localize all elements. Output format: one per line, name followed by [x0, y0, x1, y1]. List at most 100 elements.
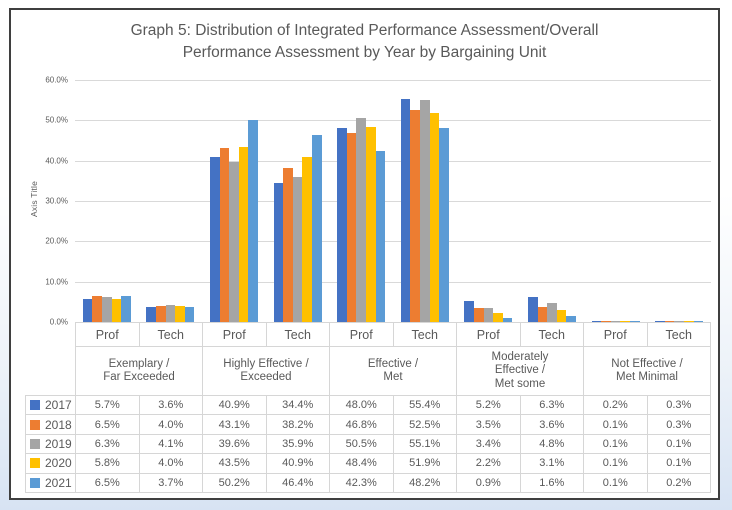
y-axis-tick-label: 30.0%: [45, 196, 68, 206]
bar: [92, 295, 102, 322]
bar-group: [647, 80, 711, 322]
legend-cell: 2017: [25, 394, 76, 416]
legend-year-label: 2017: [45, 398, 72, 413]
value-cell: 40.9%: [265, 453, 330, 474]
table-row: 2021 6.5% 3.7% 50.2% 46.4% 42.3% 48.2% 0.9% 1.6%…: [25, 472, 711, 493]
bar: [238, 146, 249, 322]
bar: [175, 305, 185, 322]
chart-title: Graph 5: Distribution of Integrated Perf…: [11, 20, 718, 64]
value-cell: 3.6%: [519, 414, 584, 435]
x-axis-category-label: Prof: [202, 322, 267, 347]
bar-group: [584, 80, 648, 322]
value-cell: 51.9%: [392, 453, 457, 474]
gridline: [75, 241, 711, 243]
bar: [400, 98, 411, 322]
bar: [620, 321, 630, 322]
bar: [655, 320, 665, 322]
legend-year-label: 2019: [45, 436, 72, 451]
bar-group: [520, 80, 584, 322]
y-axis: 0.0% 10.0% 20.0% 30.0% 40.0% 50.0% 60.0%: [11, 76, 68, 327]
value-cell: 3.6%: [138, 394, 203, 416]
value-cell: 2.2%: [456, 453, 521, 474]
bar: [375, 151, 386, 322]
value-cell: 43.5%: [202, 453, 267, 474]
value-cell: 0.3%: [646, 394, 711, 416]
bar: [674, 321, 684, 322]
bar: [439, 127, 449, 322]
gridline: [75, 281, 711, 283]
legend-swatch-icon: [30, 477, 40, 488]
bar: [556, 309, 567, 322]
value-cell: 5.2%: [456, 394, 521, 416]
x-axis-category-label: Tech: [519, 322, 584, 347]
value-cell: 34.4%: [265, 394, 330, 416]
value-cell: 0.1%: [583, 433, 648, 455]
value-cell: 55.1%: [392, 433, 457, 455]
x-axis-category-label: Prof: [75, 322, 140, 347]
x-axis-category-label: Tech: [138, 322, 203, 347]
table-row: 2019 6.3% 4.1% 39.6% 35.9% 50.5% 55.1% 3.4% 4.8%…: [25, 433, 711, 455]
bar: [547, 302, 557, 322]
bar: [82, 299, 93, 322]
legend-cell: 2019: [25, 433, 76, 455]
bar: [664, 320, 675, 322]
y-axis-tick-label: 10.0%: [45, 277, 68, 287]
bar-group: [329, 80, 393, 322]
value-cell: 35.9%: [265, 433, 330, 455]
value-cell: 39.6%: [202, 433, 267, 455]
value-cell: 6.5%: [75, 472, 140, 493]
chart-frame: Graph 5: Distribution of Integrated Perf…: [9, 8, 720, 500]
bar: [121, 295, 131, 322]
value-cell: 6.5%: [75, 414, 140, 435]
plot-area: [75, 80, 711, 322]
bar: [146, 307, 156, 322]
legend-year-label: 2020: [45, 456, 72, 471]
x-axis-category-label: Prof: [583, 322, 648, 347]
bar: [219, 148, 230, 322]
value-cell: 5.7%: [75, 394, 140, 416]
bar-group: [457, 80, 521, 322]
value-cell: 0.1%: [646, 453, 711, 474]
x-axis-category-label: Tech: [646, 322, 711, 347]
legend-swatch-icon: [30, 400, 40, 411]
bar: [102, 296, 112, 322]
value-cell: 0.1%: [583, 472, 648, 493]
bar-group: [202, 80, 266, 322]
table-row: 2020 5.8% 4.0% 43.5% 40.9% 48.4% 51.9% 2.2% 3.1%…: [25, 453, 711, 474]
bar-group: [393, 80, 457, 322]
value-cell: 4.8%: [519, 433, 584, 455]
bar: [156, 305, 166, 322]
value-cell: 48.2%: [392, 472, 457, 493]
bar: [693, 321, 704, 322]
y-axis-tick-label: 50.0%: [45, 115, 68, 125]
value-cell: 48.0%: [329, 394, 394, 416]
bar: [356, 118, 366, 322]
value-cell: 3.7%: [138, 472, 203, 493]
data-table: Prof Tech Prof Tech Prof Tech Prof Tech Prof Tech…: [25, 322, 711, 493]
gridline: [75, 160, 711, 162]
value-cell: 6.3%: [519, 394, 584, 416]
y-axis-tick-label: 0.0%: [49, 317, 68, 327]
y-axis-tick-label: 40.0%: [45, 156, 68, 166]
x-axis-category-label: Prof: [329, 322, 394, 347]
value-cell: 3.5%: [456, 414, 521, 435]
table-row: 2018 6.5% 4.0% 43.1% 38.2% 46.8% 52.5% 3.5% 3.6%…: [25, 414, 711, 435]
value-cell: 42.3%: [329, 472, 394, 493]
bar: [346, 133, 357, 322]
value-cell: 4.1%: [138, 433, 203, 455]
value-cell: 6.3%: [75, 433, 140, 455]
x-axis-group-label: Not Effective / Met Minimal: [583, 346, 711, 396]
value-cell: 0.3%: [646, 414, 711, 435]
bar: [610, 321, 621, 322]
gridline: [75, 80, 711, 81]
bar: [629, 321, 640, 322]
y-axis-tick-label: 60.0%: [45, 75, 68, 85]
table-corner: [26, 323, 76, 347]
bar: [410, 110, 420, 322]
value-cell: 0.1%: [583, 453, 648, 474]
x-axis-group-label: Moderately Effective / Met some: [456, 346, 584, 396]
bar: [683, 321, 694, 322]
value-cell: 38.2%: [265, 414, 330, 435]
bar: [419, 99, 430, 322]
